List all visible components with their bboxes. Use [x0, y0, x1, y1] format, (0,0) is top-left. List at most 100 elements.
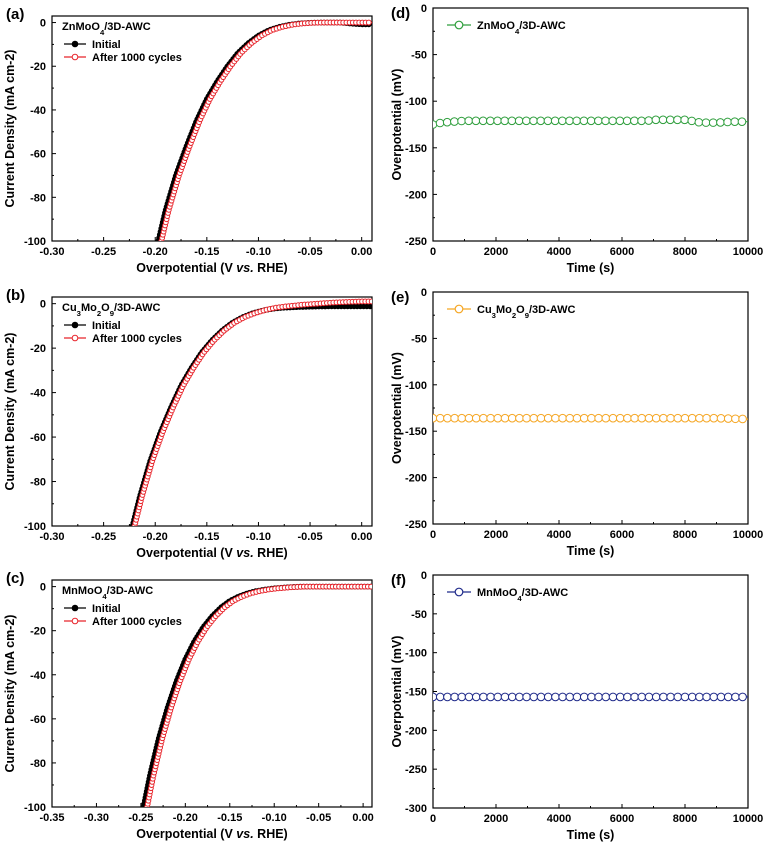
y-tick-label: -40 — [30, 388, 46, 400]
panel-b: (b) -0.30 -0.25 -0.20 -0.15 -0.10 -0.05 0.00 0 -2… — [3, 287, 373, 560]
y-tick-label: -250 — [405, 764, 427, 776]
data-point — [543, 116, 553, 126]
x-tick-label: -0.20 — [143, 246, 168, 258]
data-point — [723, 692, 733, 702]
data-point — [738, 414, 747, 424]
legend-marker — [454, 304, 464, 314]
y-tick-label: 0 — [40, 582, 46, 594]
data-point — [608, 413, 618, 423]
data-point — [551, 692, 560, 702]
data-point — [680, 115, 689, 125]
y-tick-label: -100 — [405, 380, 427, 392]
data-point — [435, 118, 445, 128]
data-point — [615, 116, 625, 126]
data-point — [579, 413, 589, 423]
sample-annotation: Cu3Mo2O9/3D-AWC — [62, 302, 161, 318]
y-tick-label: -100 — [24, 521, 46, 533]
data-point — [471, 692, 481, 702]
panel-a: (a) -0.30 -0.25 -0.20 -0.15 -0.10 -0.05 0.00 0 -2… — [3, 6, 373, 275]
y-tick-label: -100 — [405, 96, 427, 108]
y-tick-label: -50 — [411, 50, 427, 62]
x-tick-label: 0 — [430, 529, 436, 541]
data-point — [450, 117, 459, 126]
x-axis-label: Time (s) — [567, 544, 615, 558]
data-point — [550, 116, 560, 126]
x-tick-label: 8000 — [673, 529, 697, 541]
data-point — [701, 118, 711, 127]
data-point — [658, 115, 668, 125]
legend-marker — [71, 334, 79, 342]
data-point — [644, 413, 654, 423]
y-tick-label: -80 — [30, 758, 46, 770]
x-tick-label: -0.25 — [128, 812, 153, 824]
panel-letter: (b) — [6, 287, 25, 304]
data-point — [637, 692, 647, 702]
legend-label: Cu3Mo2O9/3D-AWC — [477, 304, 576, 320]
data-point — [665, 115, 675, 125]
data-point — [450, 413, 459, 423]
x-axis-label: Overpotential (V vs. RHE) — [136, 546, 287, 560]
y-tick-label: -80 — [30, 477, 46, 489]
data-point — [464, 692, 474, 702]
data-point — [587, 692, 596, 702]
data-point — [630, 116, 639, 126]
data-point — [680, 692, 690, 702]
data-point — [687, 116, 697, 126]
data-point — [708, 118, 718, 127]
data-point — [659, 413, 668, 423]
x-tick-label: 4000 — [547, 246, 571, 258]
data-point — [367, 303, 372, 310]
data-point — [659, 692, 668, 702]
panel-letter: (a) — [6, 6, 24, 23]
data-point — [730, 117, 740, 127]
x-tick-label: -0.20 — [173, 812, 198, 824]
x-axis-label: Overpotential (V vs. RHE) — [136, 261, 287, 275]
x-tick-label: -0.25 — [91, 531, 116, 543]
data-point — [673, 413, 683, 423]
y-tick-label: -250 — [405, 236, 427, 248]
x-tick-label: 0 — [430, 246, 436, 258]
x-tick-label: -0.10 — [246, 531, 271, 543]
data-point — [586, 116, 596, 126]
x-tick-label: 2000 — [484, 246, 508, 258]
data-point — [522, 116, 531, 126]
legend-marker — [71, 604, 79, 612]
y-tick-label: 0 — [40, 299, 46, 311]
data-point — [515, 413, 524, 423]
data-point — [558, 413, 567, 423]
y-tick-label: -300 — [405, 803, 427, 815]
x-tick-label: 10000 — [733, 813, 764, 825]
x-axis-label: Overpotential (V vs. RHE) — [136, 827, 287, 841]
data-point — [457, 116, 466, 126]
x-tick-label: 2000 — [484, 813, 508, 825]
data-point — [680, 413, 690, 423]
legend-label: Initial — [92, 320, 121, 332]
data-point — [594, 116, 603, 126]
y-tick-label: -40 — [30, 105, 46, 117]
y-tick-label: 0 — [421, 287, 427, 299]
y-axis-label: Overpotential (mV) — [390, 352, 404, 464]
x-tick-label: -0.05 — [298, 531, 323, 543]
data-point — [623, 413, 632, 423]
data-point — [515, 692, 524, 702]
legend-marker — [71, 321, 79, 329]
data-point — [594, 692, 603, 702]
legend-label: Initial — [92, 603, 121, 615]
sample-annotation: ZnMoO4/3D-AWC — [62, 21, 151, 37]
data-point — [514, 116, 524, 126]
data-area — [140, 583, 372, 807]
y-tick-label: -100 — [24, 802, 46, 814]
y-tick-label: 0 — [40, 18, 46, 30]
y-tick-label: 0 — [421, 570, 427, 582]
panel-c: (c) -0.35 -0.30 -0.25 -0.20 -0.15 -0.10 -0.05 0.… — [3, 570, 374, 841]
legend-label: Initial — [92, 39, 121, 51]
x-tick-label: 0.00 — [352, 812, 373, 824]
data-point — [731, 692, 740, 702]
data-point — [450, 692, 459, 702]
data-point — [433, 120, 438, 129]
data-point — [471, 413, 481, 423]
x-tick-label: 0 — [430, 813, 436, 825]
data-point — [435, 692, 445, 702]
legend-label: MnMoO4/3D-AWC — [477, 587, 568, 603]
